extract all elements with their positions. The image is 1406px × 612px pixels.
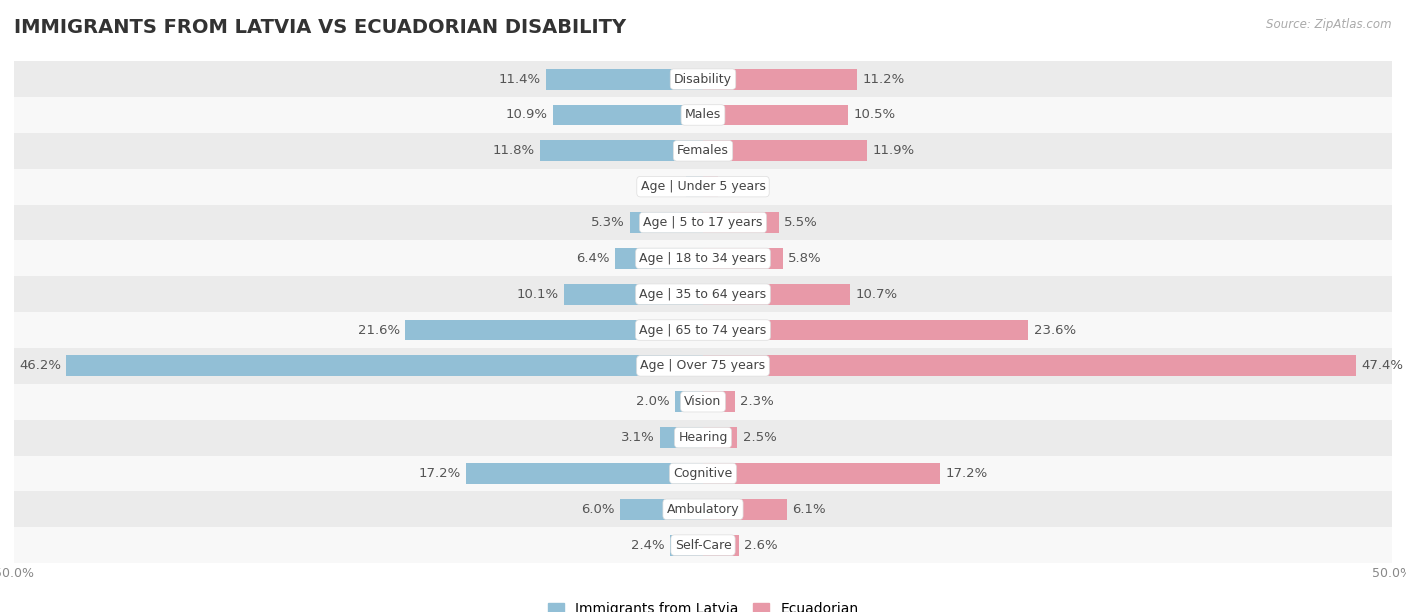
Bar [14, 204, 1392, 241]
Bar [14, 241, 1392, 276]
Text: Age | 65 to 74 years: Age | 65 to 74 years [640, 324, 766, 337]
Bar [14, 169, 1392, 204]
Bar [564, 284, 703, 305]
Text: 21.6%: 21.6% [357, 324, 399, 337]
Bar [703, 463, 941, 484]
Bar [703, 176, 718, 197]
Text: 6.0%: 6.0% [581, 503, 614, 516]
Bar [669, 535, 703, 556]
Bar [703, 535, 738, 556]
Text: Males: Males [685, 108, 721, 121]
Bar [14, 420, 1392, 455]
Text: Disability: Disability [673, 73, 733, 86]
Text: Age | 18 to 34 years: Age | 18 to 34 years [640, 252, 766, 265]
Text: 1.1%: 1.1% [724, 180, 758, 193]
Bar [703, 284, 851, 305]
Text: Age | Over 75 years: Age | Over 75 years [641, 359, 765, 372]
Text: 10.7%: 10.7% [856, 288, 898, 300]
Text: 5.8%: 5.8% [789, 252, 823, 265]
Bar [14, 348, 1392, 384]
Text: 10.9%: 10.9% [505, 108, 547, 121]
Bar [14, 384, 1392, 420]
Text: 6.1%: 6.1% [793, 503, 827, 516]
Bar [620, 499, 703, 520]
Bar [703, 212, 779, 233]
Bar [14, 61, 1392, 97]
Bar [686, 176, 703, 197]
Text: IMMIGRANTS FROM LATVIA VS ECUADORIAN DISABILITY: IMMIGRANTS FROM LATVIA VS ECUADORIAN DIS… [14, 18, 626, 37]
Text: Source: ZipAtlas.com: Source: ZipAtlas.com [1267, 18, 1392, 31]
Bar [14, 527, 1392, 563]
Bar [66, 356, 703, 376]
Bar [703, 499, 787, 520]
Text: 2.4%: 2.4% [631, 539, 665, 551]
Bar [540, 140, 703, 161]
Bar [675, 391, 703, 412]
Bar [14, 491, 1392, 527]
Bar [703, 391, 735, 412]
Text: Females: Females [678, 144, 728, 157]
Bar [405, 319, 703, 340]
Bar [703, 356, 1357, 376]
Text: 2.6%: 2.6% [744, 539, 778, 551]
Text: 11.2%: 11.2% [863, 73, 905, 86]
Text: Self-Care: Self-Care [675, 539, 731, 551]
Text: Cognitive: Cognitive [673, 467, 733, 480]
Text: 10.1%: 10.1% [516, 288, 558, 300]
Text: 6.4%: 6.4% [576, 252, 609, 265]
Text: Age | Under 5 years: Age | Under 5 years [641, 180, 765, 193]
Bar [14, 276, 1392, 312]
Bar [630, 212, 703, 233]
Bar [14, 97, 1392, 133]
Text: Ambulatory: Ambulatory [666, 503, 740, 516]
Text: 11.8%: 11.8% [492, 144, 534, 157]
Bar [703, 248, 783, 269]
Bar [553, 105, 703, 125]
Bar [465, 463, 703, 484]
Text: 5.5%: 5.5% [785, 216, 818, 229]
Text: 23.6%: 23.6% [1033, 324, 1076, 337]
Text: 3.1%: 3.1% [621, 431, 655, 444]
Text: 5.3%: 5.3% [591, 216, 624, 229]
Bar [703, 427, 738, 448]
Text: 11.9%: 11.9% [873, 144, 915, 157]
Legend: Immigrants from Latvia, Ecuadorian: Immigrants from Latvia, Ecuadorian [547, 602, 859, 612]
Bar [703, 319, 1028, 340]
Text: Age | 35 to 64 years: Age | 35 to 64 years [640, 288, 766, 300]
Text: 10.5%: 10.5% [853, 108, 896, 121]
Text: 1.2%: 1.2% [647, 180, 681, 193]
Bar [703, 69, 858, 89]
Bar [614, 248, 703, 269]
Bar [703, 105, 848, 125]
Text: 2.0%: 2.0% [637, 395, 669, 408]
Bar [14, 133, 1392, 169]
Bar [14, 455, 1392, 491]
Text: Age | 5 to 17 years: Age | 5 to 17 years [644, 216, 762, 229]
Bar [661, 427, 703, 448]
Bar [703, 140, 868, 161]
Bar [14, 312, 1392, 348]
Text: Vision: Vision [685, 395, 721, 408]
Text: 17.2%: 17.2% [945, 467, 988, 480]
Text: 2.5%: 2.5% [742, 431, 776, 444]
Text: 46.2%: 46.2% [18, 359, 60, 372]
Text: 47.4%: 47.4% [1361, 359, 1403, 372]
Bar [546, 69, 703, 89]
Text: Hearing: Hearing [678, 431, 728, 444]
Text: 2.3%: 2.3% [740, 395, 773, 408]
Text: 17.2%: 17.2% [418, 467, 461, 480]
Text: 11.4%: 11.4% [498, 73, 540, 86]
